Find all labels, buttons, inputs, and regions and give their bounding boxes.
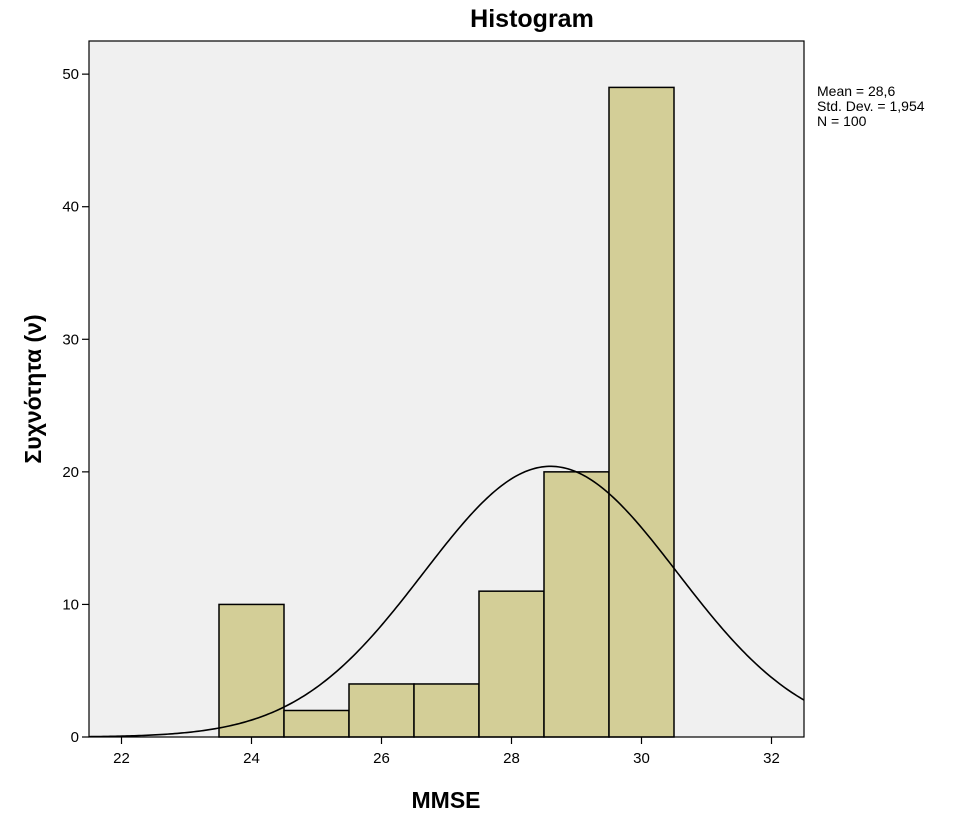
y-tick-label-10: 10 (62, 596, 79, 613)
histogram-bar-2 (283, 709, 350, 738)
x-axis-title: MMSE (412, 787, 481, 813)
histogram-bar-5 (478, 590, 545, 738)
y-tick-label-40: 40 (62, 199, 79, 216)
histogram-bar-7 (608, 86, 675, 738)
stat-line-2: Std. Dev. = 1,954 (817, 98, 925, 114)
histogram-bar-4 (413, 683, 480, 738)
y-axis: 0 10 20 30 40 50 (62, 66, 89, 746)
x-tick-label-28: 28 (503, 750, 520, 767)
normal-distribution-curve (88, 465, 805, 738)
histogram-bar-3 (348, 683, 415, 738)
y-tick-label-20: 20 (62, 464, 79, 481)
histogram-bar-1 (218, 603, 285, 738)
y-tick-label-50: 50 (62, 66, 79, 83)
x-tick-label-22: 22 (113, 750, 130, 767)
stat-line-1: Mean = 28,6 (817, 83, 895, 99)
chart-title: Histogram (470, 5, 594, 33)
y-axis-title: Συχνότητα (ν) (20, 314, 46, 463)
stat-line-3: N = 100 (817, 113, 867, 129)
y-tick-label-30: 30 (62, 331, 79, 348)
x-tick-label-26: 26 (373, 750, 390, 767)
plot-area (89, 41, 804, 737)
x-tick-label-30: 30 (633, 750, 650, 767)
histogram-bars (218, 86, 675, 738)
y-tick-label-0: 0 (71, 729, 79, 746)
x-axis: 22 24 26 28 30 32 (113, 737, 780, 767)
x-tick-label-24: 24 (243, 750, 260, 767)
x-tick-label-32: 32 (763, 750, 780, 767)
histogram-bar-6 (543, 471, 610, 738)
plot-frame (88, 40, 805, 738)
